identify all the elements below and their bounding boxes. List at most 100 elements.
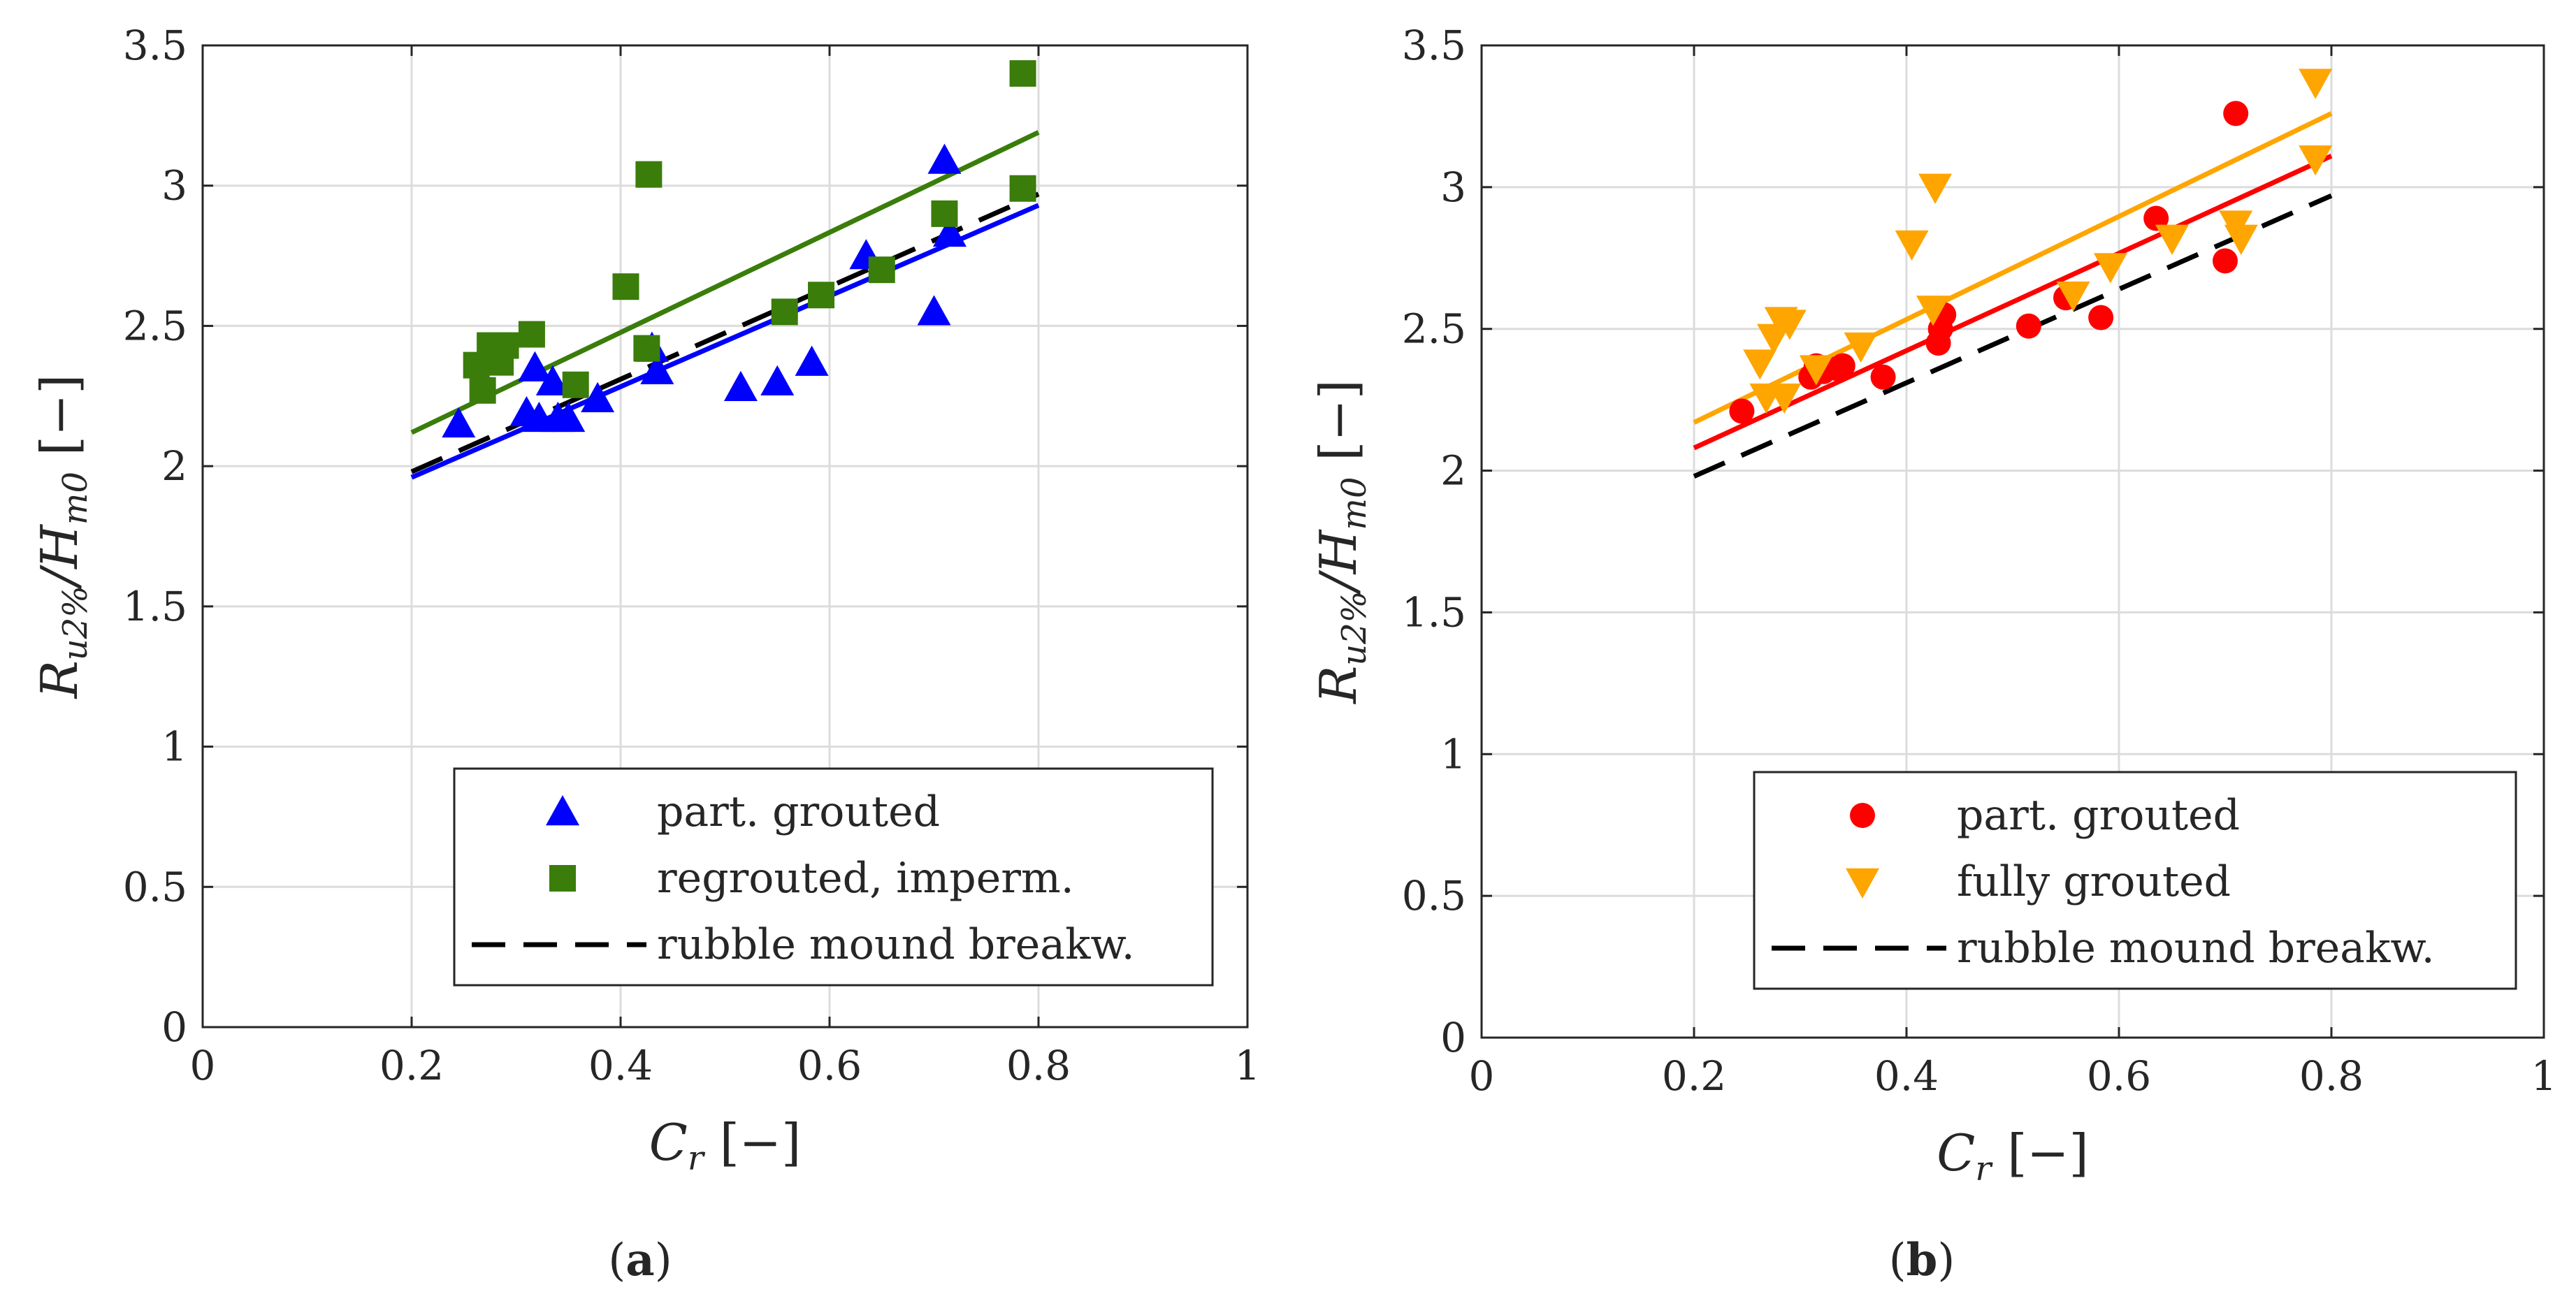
data-point bbox=[1916, 296, 1950, 326]
data-point bbox=[1830, 353, 1855, 379]
y-tick-label: 3 bbox=[1440, 164, 1466, 211]
data-point bbox=[2056, 281, 2090, 312]
data-point bbox=[492, 332, 519, 359]
data-point bbox=[795, 345, 829, 376]
x-tick-label: 0.2 bbox=[1662, 1052, 1726, 1100]
data-point bbox=[1743, 349, 1777, 380]
legend-box bbox=[1753, 771, 2517, 990]
data-point bbox=[1918, 173, 1953, 204]
data-point bbox=[927, 143, 962, 174]
data-point bbox=[562, 371, 589, 398]
legend-marker bbox=[549, 865, 576, 892]
legend-box bbox=[453, 767, 1214, 987]
y-tick-label: 3.5 bbox=[1402, 22, 1466, 69]
x-axis-label: Cr [−] bbox=[649, 1113, 801, 1178]
data-point bbox=[640, 354, 674, 384]
legend-label: regrouted, imperm. bbox=[657, 854, 1074, 903]
x-tick-label: 0.6 bbox=[2087, 1052, 2151, 1100]
data-point bbox=[2016, 313, 2041, 339]
y-tick-label: 0.5 bbox=[123, 863, 187, 910]
axes-box bbox=[1480, 44, 2545, 1039]
data-point bbox=[723, 370, 758, 401]
chart-panel-a: 0 0.2 0.4 0.6 0.8 1 0 0.5 1 1.5 2 2.5 3 3.5 part. grou… bbox=[30, 22, 1260, 1286]
y-tick-label: 0 bbox=[1440, 1014, 1466, 1061]
x-tick-label: 0.8 bbox=[2299, 1052, 2364, 1100]
x-tick-label: 0.2 bbox=[379, 1042, 444, 1089]
data-point bbox=[808, 282, 835, 309]
legend-marker bbox=[546, 795, 579, 826]
y-tick-label: 1.5 bbox=[123, 583, 187, 630]
x-tick-label: 0 bbox=[190, 1042, 216, 1089]
data-point bbox=[2143, 205, 2169, 231]
data-point bbox=[2299, 68, 2333, 99]
x-tick-label: 0.4 bbox=[1874, 1052, 1939, 1100]
legend-marker bbox=[1850, 803, 1875, 828]
data-point bbox=[518, 321, 545, 348]
data-point bbox=[932, 216, 967, 247]
data-point bbox=[635, 161, 663, 188]
x-tick-label: 1 bbox=[2531, 1052, 2557, 1100]
x-tick-label: 0.6 bbox=[797, 1042, 862, 1089]
data-point bbox=[2224, 224, 2258, 255]
legend-marker bbox=[1846, 868, 1879, 899]
y-tick-label: 1.5 bbox=[1402, 588, 1466, 636]
y-tick-label: 3.5 bbox=[123, 22, 187, 69]
y-tick-label: 1 bbox=[161, 723, 187, 771]
y-tick-label: 2 bbox=[1440, 447, 1466, 495]
y-tick-label: 2.5 bbox=[123, 302, 187, 349]
axes-box bbox=[201, 44, 1249, 1029]
legend-label: rubble mound breakw. bbox=[657, 920, 1135, 969]
panel-caption: (b) bbox=[1889, 1234, 1955, 1286]
y-tick-label: 2 bbox=[161, 442, 187, 490]
data-point bbox=[931, 200, 958, 227]
data-point bbox=[1870, 364, 1896, 390]
data-point bbox=[551, 401, 586, 433]
data-point bbox=[535, 365, 570, 395]
y-axis-label: Ru2%/Hm0 [−] bbox=[1309, 379, 1374, 705]
x-tick-label: 1 bbox=[1235, 1042, 1261, 1089]
chart-panel-b: 0 0.2 0.4 0.6 0.8 1 0 0.5 1 1.5 2 2.5 3 3.5 part. grou… bbox=[1309, 22, 2556, 1286]
data-point bbox=[612, 273, 639, 300]
data-point bbox=[1767, 383, 1802, 414]
fit-line bbox=[1693, 154, 2333, 451]
panel-caption: (a) bbox=[608, 1234, 672, 1286]
data-point bbox=[469, 377, 496, 404]
y-tick-label: 3 bbox=[161, 162, 187, 210]
data-point bbox=[442, 407, 476, 438]
legend-label: rubble mound breakw. bbox=[1957, 924, 2435, 973]
data-point bbox=[1772, 310, 1807, 340]
fit-line bbox=[410, 130, 1040, 435]
data-point bbox=[917, 295, 951, 326]
data-point bbox=[760, 365, 795, 395]
data-point bbox=[1895, 230, 1929, 261]
legend-label: part. grouted bbox=[657, 787, 940, 836]
fit-line bbox=[1693, 193, 2333, 479]
y-axis-label: Ru2%/Hm0 [−] bbox=[30, 375, 95, 700]
data-point bbox=[1799, 355, 1833, 386]
data-point bbox=[1729, 398, 1755, 424]
data-point bbox=[2088, 305, 2114, 330]
data-point bbox=[2213, 248, 2238, 274]
data-point bbox=[1009, 60, 1036, 87]
x-tick-label: 0.4 bbox=[588, 1042, 653, 1089]
y-tick-label: 2.5 bbox=[1402, 305, 1466, 353]
x-tick-label: 0.8 bbox=[1006, 1042, 1071, 1089]
data-point bbox=[2155, 224, 2189, 255]
data-point bbox=[1844, 332, 1878, 363]
data-point bbox=[581, 382, 615, 412]
y-tick-label: 0 bbox=[161, 1003, 187, 1051]
fit-line bbox=[410, 203, 1040, 480]
data-point bbox=[518, 351, 552, 382]
x-axis-label: Cr [−] bbox=[1937, 1124, 2088, 1189]
legend-label: part. grouted bbox=[1957, 791, 2240, 840]
x-tick-label: 0 bbox=[1469, 1052, 1495, 1100]
data-point bbox=[771, 298, 798, 326]
y-tick-label: 1 bbox=[1440, 730, 1466, 778]
data-point bbox=[2223, 101, 2249, 126]
data-point bbox=[2093, 253, 2127, 284]
data-point bbox=[1009, 175, 1036, 202]
data-point bbox=[868, 256, 895, 284]
data-point bbox=[633, 335, 660, 362]
legend-label: fully grouted bbox=[1957, 857, 2231, 906]
